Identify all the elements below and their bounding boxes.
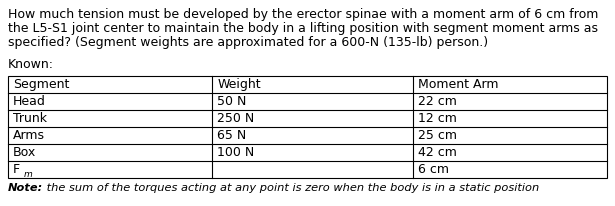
Text: the L5-S1 joint center to maintain the body in a lifting position with segment m: the L5-S1 joint center to maintain the b… [8,22,598,35]
Text: Trunk: Trunk [13,112,47,125]
Text: 50 N: 50 N [217,95,247,108]
Text: Box: Box [13,146,36,159]
Text: Known:: Known: [8,58,54,71]
Text: m: m [24,170,33,179]
Text: 65 N: 65 N [217,129,247,142]
Text: 22 cm: 22 cm [418,95,457,108]
Text: 250 N: 250 N [217,112,255,125]
Text: 42 cm: 42 cm [418,146,457,159]
Text: Head: Head [13,95,46,108]
Text: the sum of the torques acting at any point is zero when the body is in a static : the sum of the torques acting at any poi… [43,183,539,193]
Text: Note:: Note: [8,183,43,193]
Text: Moment Arm: Moment Arm [418,78,499,91]
Text: Weight: Weight [217,78,261,91]
Text: Arms: Arms [13,129,45,142]
Text: 12 cm: 12 cm [418,112,457,125]
Text: 6 cm: 6 cm [418,163,450,176]
Text: 25 cm: 25 cm [418,129,458,142]
Text: Segment: Segment [13,78,69,91]
Text: F: F [13,163,20,176]
Text: specified? (Segment weights are approximated for a 600-N (135-lb) person.): specified? (Segment weights are approxim… [8,36,488,49]
Text: 100 N: 100 N [217,146,255,159]
Text: How much tension must be developed by the erector spinae with a moment arm of 6 : How much tension must be developed by th… [8,8,598,21]
